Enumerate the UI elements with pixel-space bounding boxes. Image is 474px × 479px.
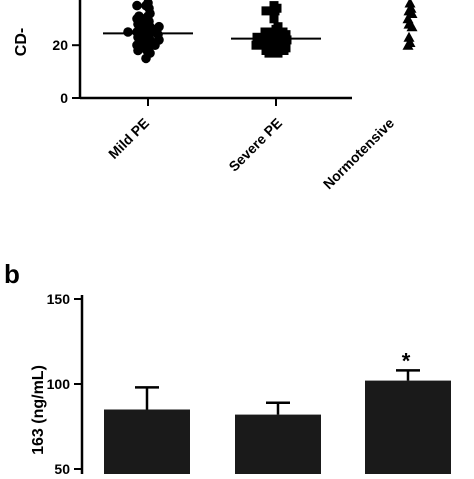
panel-b-y-axis-label: 163 (ng/mL) bbox=[30, 365, 47, 455]
panel-a-category-label: Severe PE bbox=[225, 115, 285, 175]
panel-b-y-tick-label: 50 bbox=[54, 461, 70, 474]
panel-a-point-normotensive bbox=[402, 13, 414, 24]
panel-b-y-tick-label: 100 bbox=[47, 376, 71, 392]
panel-a-point-normotensive bbox=[403, 31, 415, 42]
panel-b-bar: b 163 (ng/mL) 50 100 150 * bbox=[4, 259, 451, 479]
panel-a-point-severe-pe bbox=[261, 6, 271, 16]
panel-a-point-severe-pe bbox=[264, 48, 274, 58]
panel-a-point-normotensive bbox=[406, 8, 418, 19]
panel-a-point-mild-pe bbox=[132, 0, 142, 11]
panel-b-bar bbox=[104, 409, 190, 479]
panel-a-point-normotensive bbox=[406, 21, 418, 32]
panel-b-bar bbox=[235, 414, 321, 479]
panel-a-scatter: CD- 0 20 Mild PE Severe PE Normotensive bbox=[13, 0, 418, 192]
panel-a-point-mild-pe bbox=[123, 27, 133, 37]
panel-b-y-tick-label: 150 bbox=[47, 291, 71, 307]
panel-a-point-severe-pe bbox=[273, 48, 283, 58]
panel-a-point-mild-pe bbox=[133, 45, 143, 56]
panel-a-category-label: Mild PE bbox=[105, 115, 152, 162]
panel-a-y-tick-label: 0 bbox=[60, 90, 68, 106]
panel-b-bar bbox=[365, 380, 451, 479]
panel-a-point-mild-pe bbox=[141, 53, 151, 64]
panel-a-point-severe-pe bbox=[269, 14, 279, 24]
panel-a-point-normotensive bbox=[404, 0, 416, 8]
panel-b-label: b bbox=[4, 259, 20, 289]
panel-a-point-severe-pe bbox=[251, 40, 261, 50]
panel-a-y-axis-label: CD- bbox=[13, 28, 30, 56]
panel-a-point-normotensive bbox=[402, 39, 414, 50]
panel-b-significance-marker: * bbox=[402, 348, 411, 373]
panel-a-point-severe-pe bbox=[279, 45, 289, 55]
panel-a-y-tick-label: 20 bbox=[52, 37, 68, 53]
panel-a-category-label: Normotensive bbox=[320, 115, 397, 192]
panel-a-point-severe-pe bbox=[270, 6, 280, 16]
